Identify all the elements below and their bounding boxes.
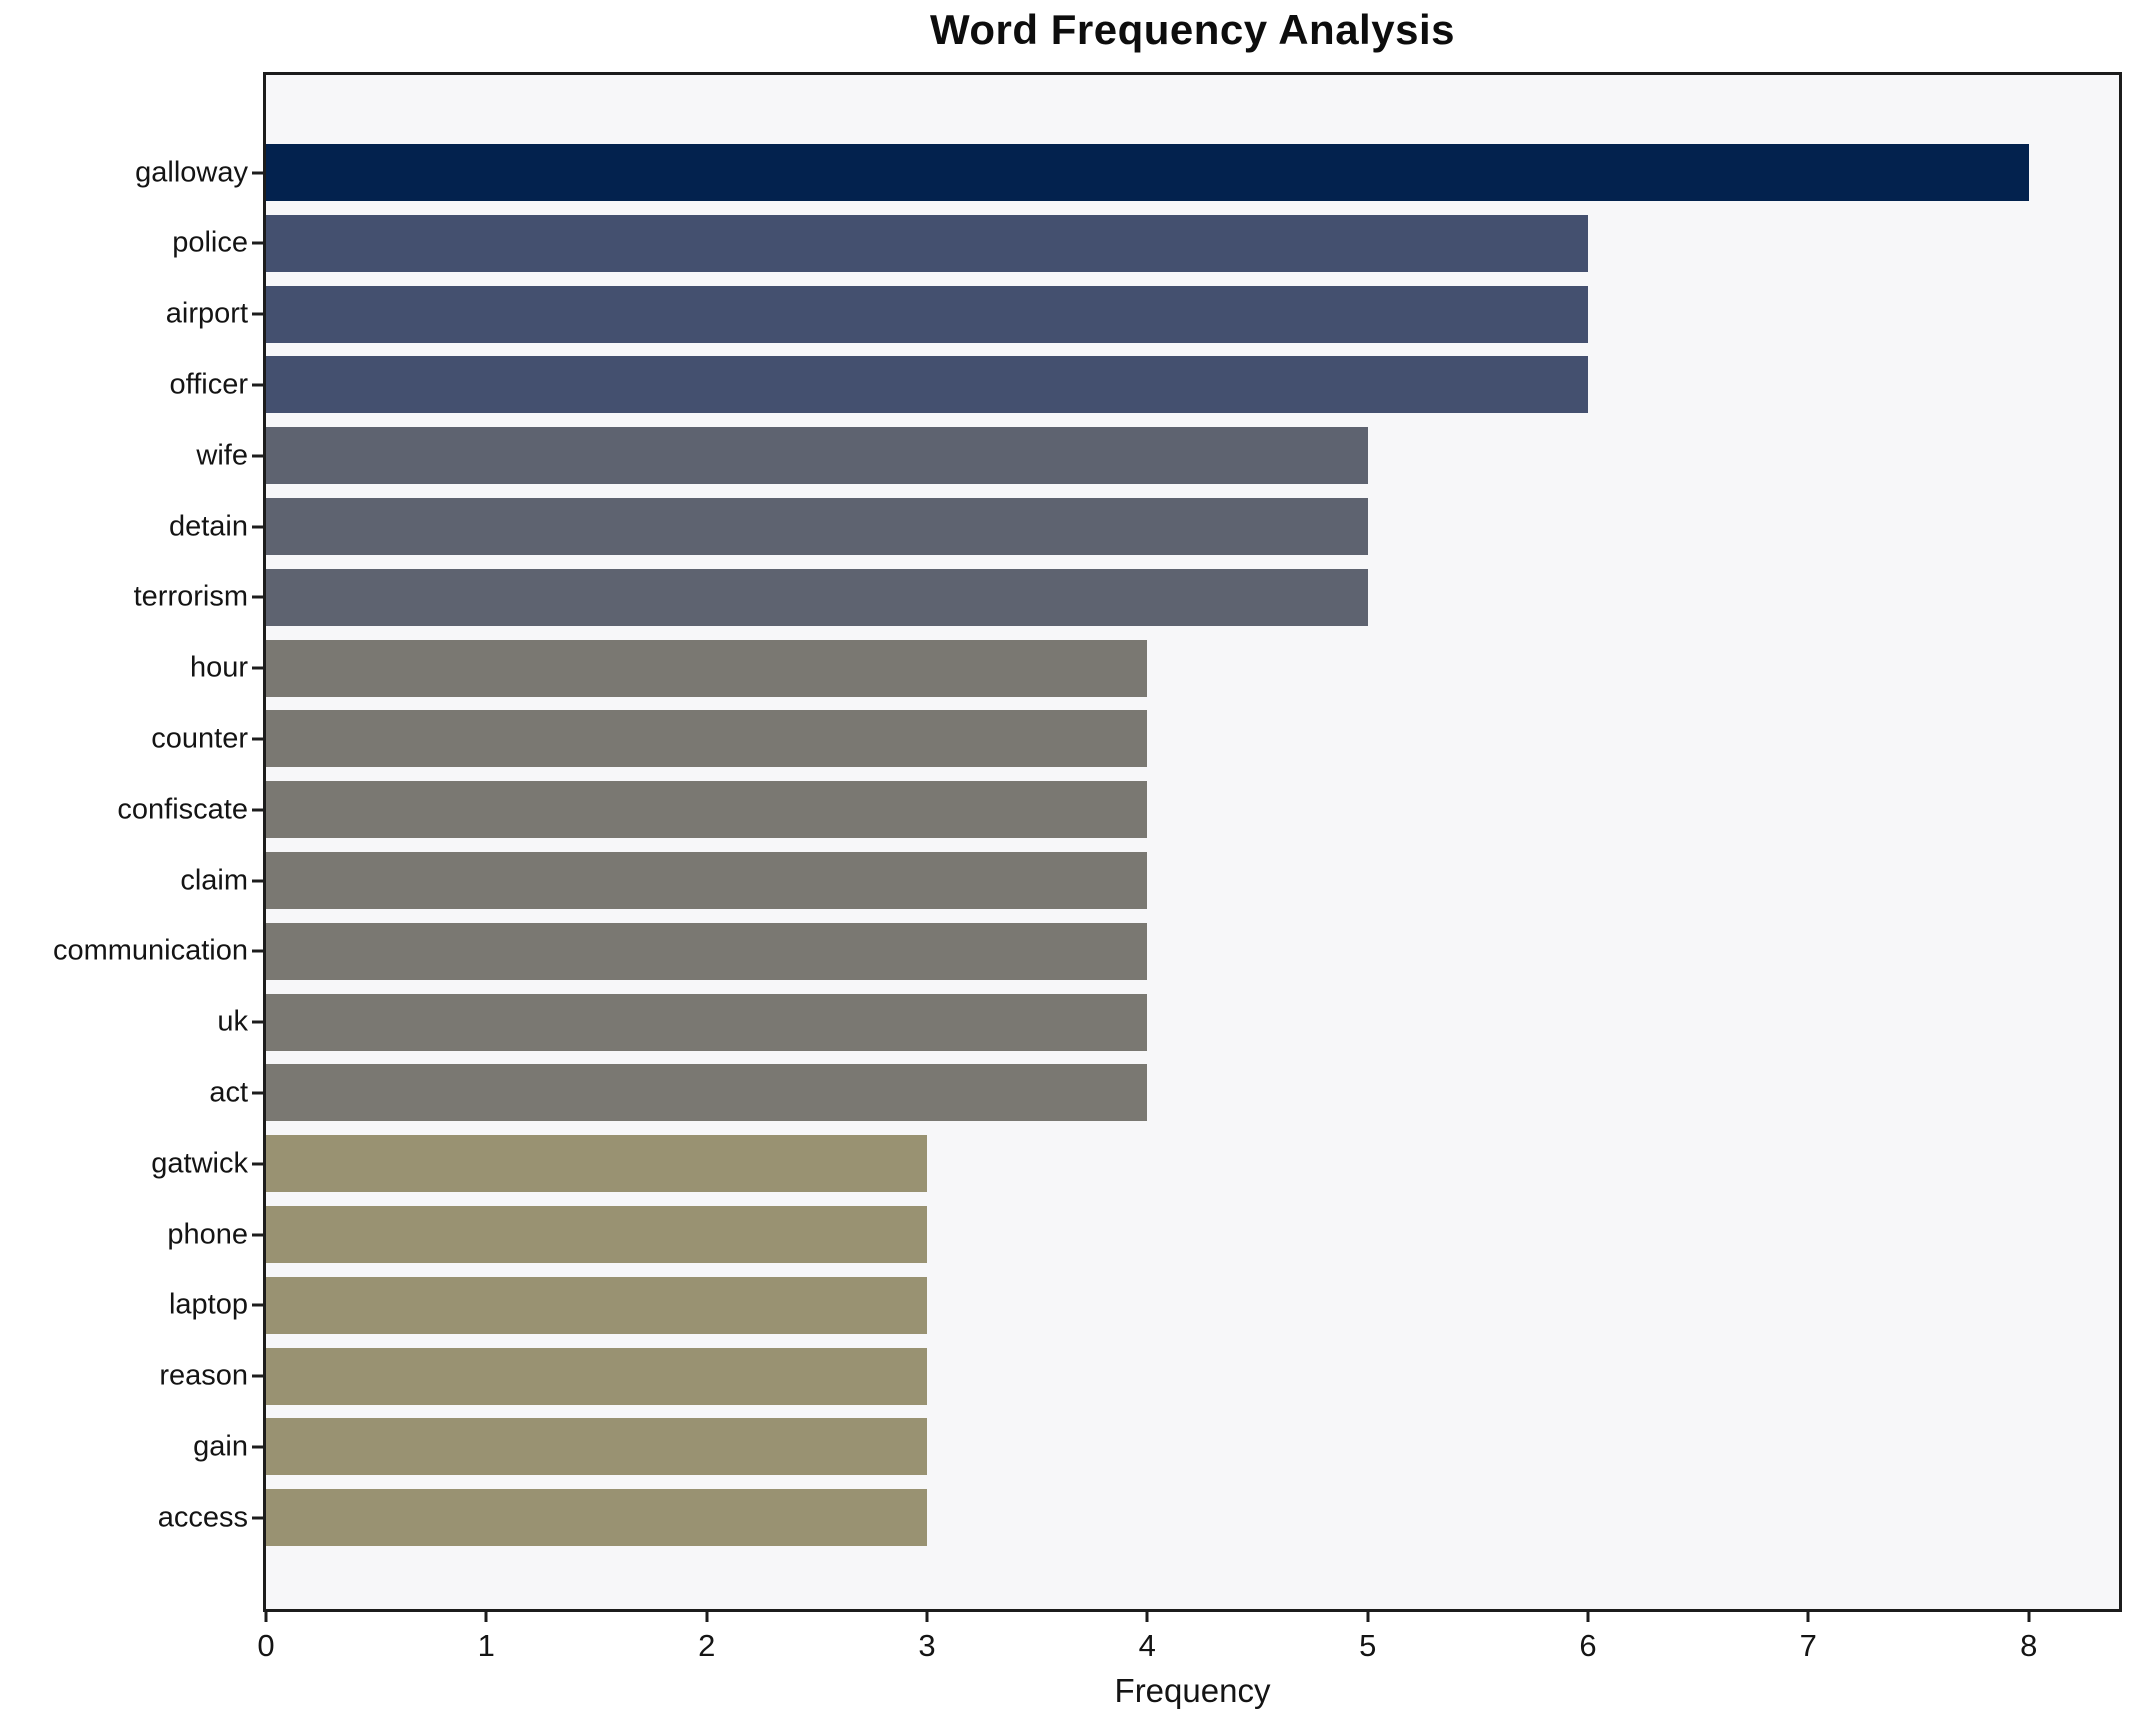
y-tick-mark: [252, 1303, 263, 1307]
x-tick-label-7: 7: [1799, 1628, 1817, 1663]
y-tick-mark: [252, 241, 263, 245]
y-tick-label-confiscate: confiscate: [117, 793, 248, 826]
y-tick-mark: [252, 454, 263, 458]
y-tick-label-hour: hour: [189, 651, 248, 684]
bar-counter: [266, 710, 1148, 768]
y-tick-label-claim: claim: [180, 864, 248, 896]
bar-gain: [266, 1418, 927, 1476]
y-tick-label-terrorism: terrorism: [133, 580, 248, 613]
y-tick-mark: [252, 879, 263, 882]
bar-phone: [266, 1206, 927, 1263]
bar-officer: [266, 356, 1588, 414]
bar-airport: [266, 285, 1588, 343]
bar-wife: [266, 427, 1368, 485]
x-tick-mark: [1145, 1611, 1149, 1622]
x-tick-mark: [705, 1611, 709, 1622]
y-tick-label-access: access: [157, 1501, 248, 1534]
bar-laptop: [266, 1276, 927, 1334]
x-tick-mark: [925, 1611, 929, 1622]
x-tick-label-3: 3: [918, 1628, 936, 1663]
x-tick-label-1: 1: [477, 1628, 495, 1663]
x-tick-mark: [1806, 1611, 1810, 1622]
y-tick-mark: [252, 1233, 263, 1236]
y-tick-label-uk: uk: [217, 1005, 248, 1038]
y-tick-mark: [252, 666, 263, 670]
bar-terrorism: [266, 568, 1368, 626]
bar-reason: [266, 1347, 927, 1405]
y-tick-label-reason: reason: [159, 1359, 248, 1392]
y-tick-label-gatwick: gatwick: [151, 1147, 248, 1180]
x-tick-mark: [1586, 1611, 1590, 1622]
bar-communication: [266, 922, 1148, 980]
y-tick-mark: [252, 383, 263, 387]
y-tick-mark: [252, 1374, 263, 1378]
x-tick-label-0: 0: [257, 1628, 275, 1663]
bar-galloway: [266, 144, 2029, 201]
y-tick-mark: [252, 595, 263, 599]
y-tick-mark: [252, 171, 263, 174]
bar-hour: [266, 639, 1148, 697]
y-tick-label-counter: counter: [151, 722, 248, 755]
bar-confiscate: [266, 781, 1148, 839]
bar-uk: [266, 993, 1148, 1051]
y-tick-label-officer: officer: [169, 368, 248, 401]
x-tick-mark: [484, 1611, 488, 1622]
y-tick-mark: [252, 525, 263, 528]
plot-area: [263, 72, 2122, 1612]
y-tick-label-police: police: [172, 226, 248, 259]
x-axis-title: Frequency: [1114, 1672, 1271, 1709]
y-tick-label-galloway: galloway: [135, 156, 248, 188]
y-tick-mark: [252, 1162, 263, 1166]
x-tick-label-8: 8: [2020, 1628, 2038, 1663]
bar-gatwick: [266, 1135, 927, 1193]
y-tick-mark: [252, 949, 263, 953]
y-tick-mark: [252, 1091, 263, 1095]
x-tick-label-4: 4: [1138, 1628, 1156, 1663]
x-tick-label-2: 2: [698, 1628, 716, 1663]
y-tick-mark: [252, 737, 263, 741]
y-tick-mark: [252, 808, 263, 812]
bar-access: [266, 1489, 927, 1547]
y-tick-label-laptop: laptop: [168, 1288, 248, 1321]
bar-claim: [266, 852, 1148, 909]
x-tick-label-6: 6: [1579, 1628, 1597, 1663]
bar-police: [266, 214, 1588, 272]
y-tick-label-phone: phone: [167, 1218, 248, 1250]
x-tick-mark: [1366, 1611, 1370, 1622]
y-tick-label-detain: detain: [168, 510, 248, 542]
y-tick-mark: [252, 1516, 263, 1520]
x-tick-mark: [2027, 1611, 2031, 1622]
y-tick-mark: [252, 312, 263, 316]
y-tick-label-wife: wife: [196, 439, 248, 472]
bar-act: [266, 1064, 1148, 1122]
y-tick-label-act: act: [209, 1076, 248, 1109]
bar-detain: [266, 498, 1368, 555]
chart-title: Word Frequency Analysis: [930, 6, 1455, 53]
y-tick-mark: [252, 1020, 263, 1024]
y-tick-mark: [252, 1445, 263, 1449]
y-tick-label-airport: airport: [165, 297, 248, 330]
x-tick-label-5: 5: [1359, 1628, 1377, 1663]
y-tick-label-gain: gain: [193, 1430, 248, 1463]
y-tick-label-communication: communication: [52, 934, 248, 967]
x-tick-mark: [264, 1611, 268, 1622]
